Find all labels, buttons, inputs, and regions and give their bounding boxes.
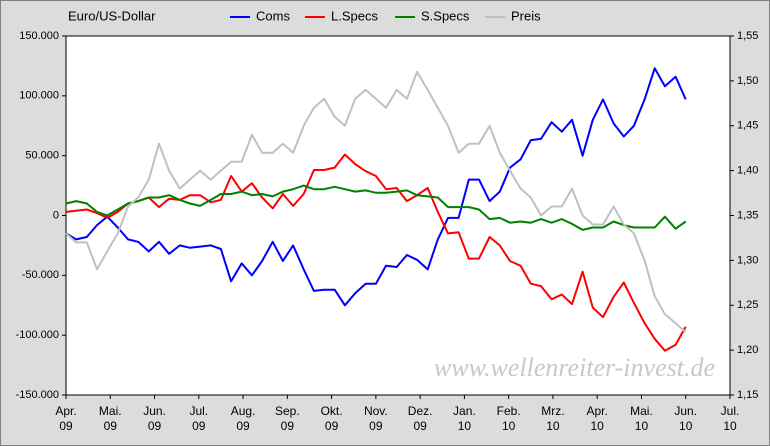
x-tick-label: Jul. 09: [189, 404, 209, 433]
series-line: [65, 153, 687, 352]
y2-tick-label: 1,30: [737, 254, 758, 266]
x-tick-label: Jul. 10: [720, 404, 740, 433]
watermark: www.wellenreiter-invest.de: [434, 353, 715, 382]
legend-label: Preis: [511, 8, 541, 23]
x-tick-label: Aug. 09: [230, 404, 256, 433]
y2-tick-label: 1,25: [737, 299, 758, 311]
legend-label: S.Specs: [421, 8, 470, 23]
y2-tick-label: 1,50: [737, 75, 758, 87]
x-tick-label: Okt. 09: [320, 404, 343, 433]
y2-tick-label: 1,55: [737, 30, 758, 42]
x-tick-label: Sep. 09: [274, 404, 300, 433]
x-tick-label: Mai. 09: [98, 404, 122, 433]
series-line: [65, 184, 687, 231]
x-tick-label: Apr. 10: [586, 404, 608, 433]
x-tick-label: Nov. 09: [363, 404, 388, 433]
y2-tick-label: 1,45: [737, 120, 758, 132]
y2-tick-label: 1,35: [737, 209, 758, 221]
legend-label: Coms: [256, 8, 290, 23]
x-tick-label: Mai. 10: [630, 404, 653, 433]
y2-tick-label: 1,40: [737, 165, 758, 177]
x-tick-label: Jan. 10: [453, 404, 476, 433]
y-tick-label: 150.000: [19, 30, 59, 42]
y2-tick-label: 1,20: [737, 344, 758, 356]
chart-title: Euro/US-Dollar: [68, 8, 156, 23]
y-tick-label: 0: [53, 209, 59, 221]
x-tick-label: Dez. 09: [407, 404, 433, 433]
y-tick-label: -100.000: [16, 329, 59, 341]
x-tick-label: Apr. 09: [55, 404, 77, 433]
legend-label: L.Specs: [331, 8, 378, 23]
x-tick-label: Jun. 09: [143, 404, 166, 433]
x-tick-label: Feb. 10: [496, 404, 521, 433]
y-tick-label: -50.000: [22, 269, 59, 281]
y-tick-label: -150.000: [16, 389, 59, 401]
y-tick-label: 100.000: [19, 90, 59, 102]
series-line: [65, 70, 687, 333]
x-tick-label: Mrz. 10: [541, 404, 565, 433]
y-tick-label: 50.000: [25, 150, 59, 162]
x-tick-label: Jun. 10: [674, 404, 698, 433]
y2-tick-label: 1,15: [737, 389, 758, 401]
series-line: [65, 67, 687, 307]
